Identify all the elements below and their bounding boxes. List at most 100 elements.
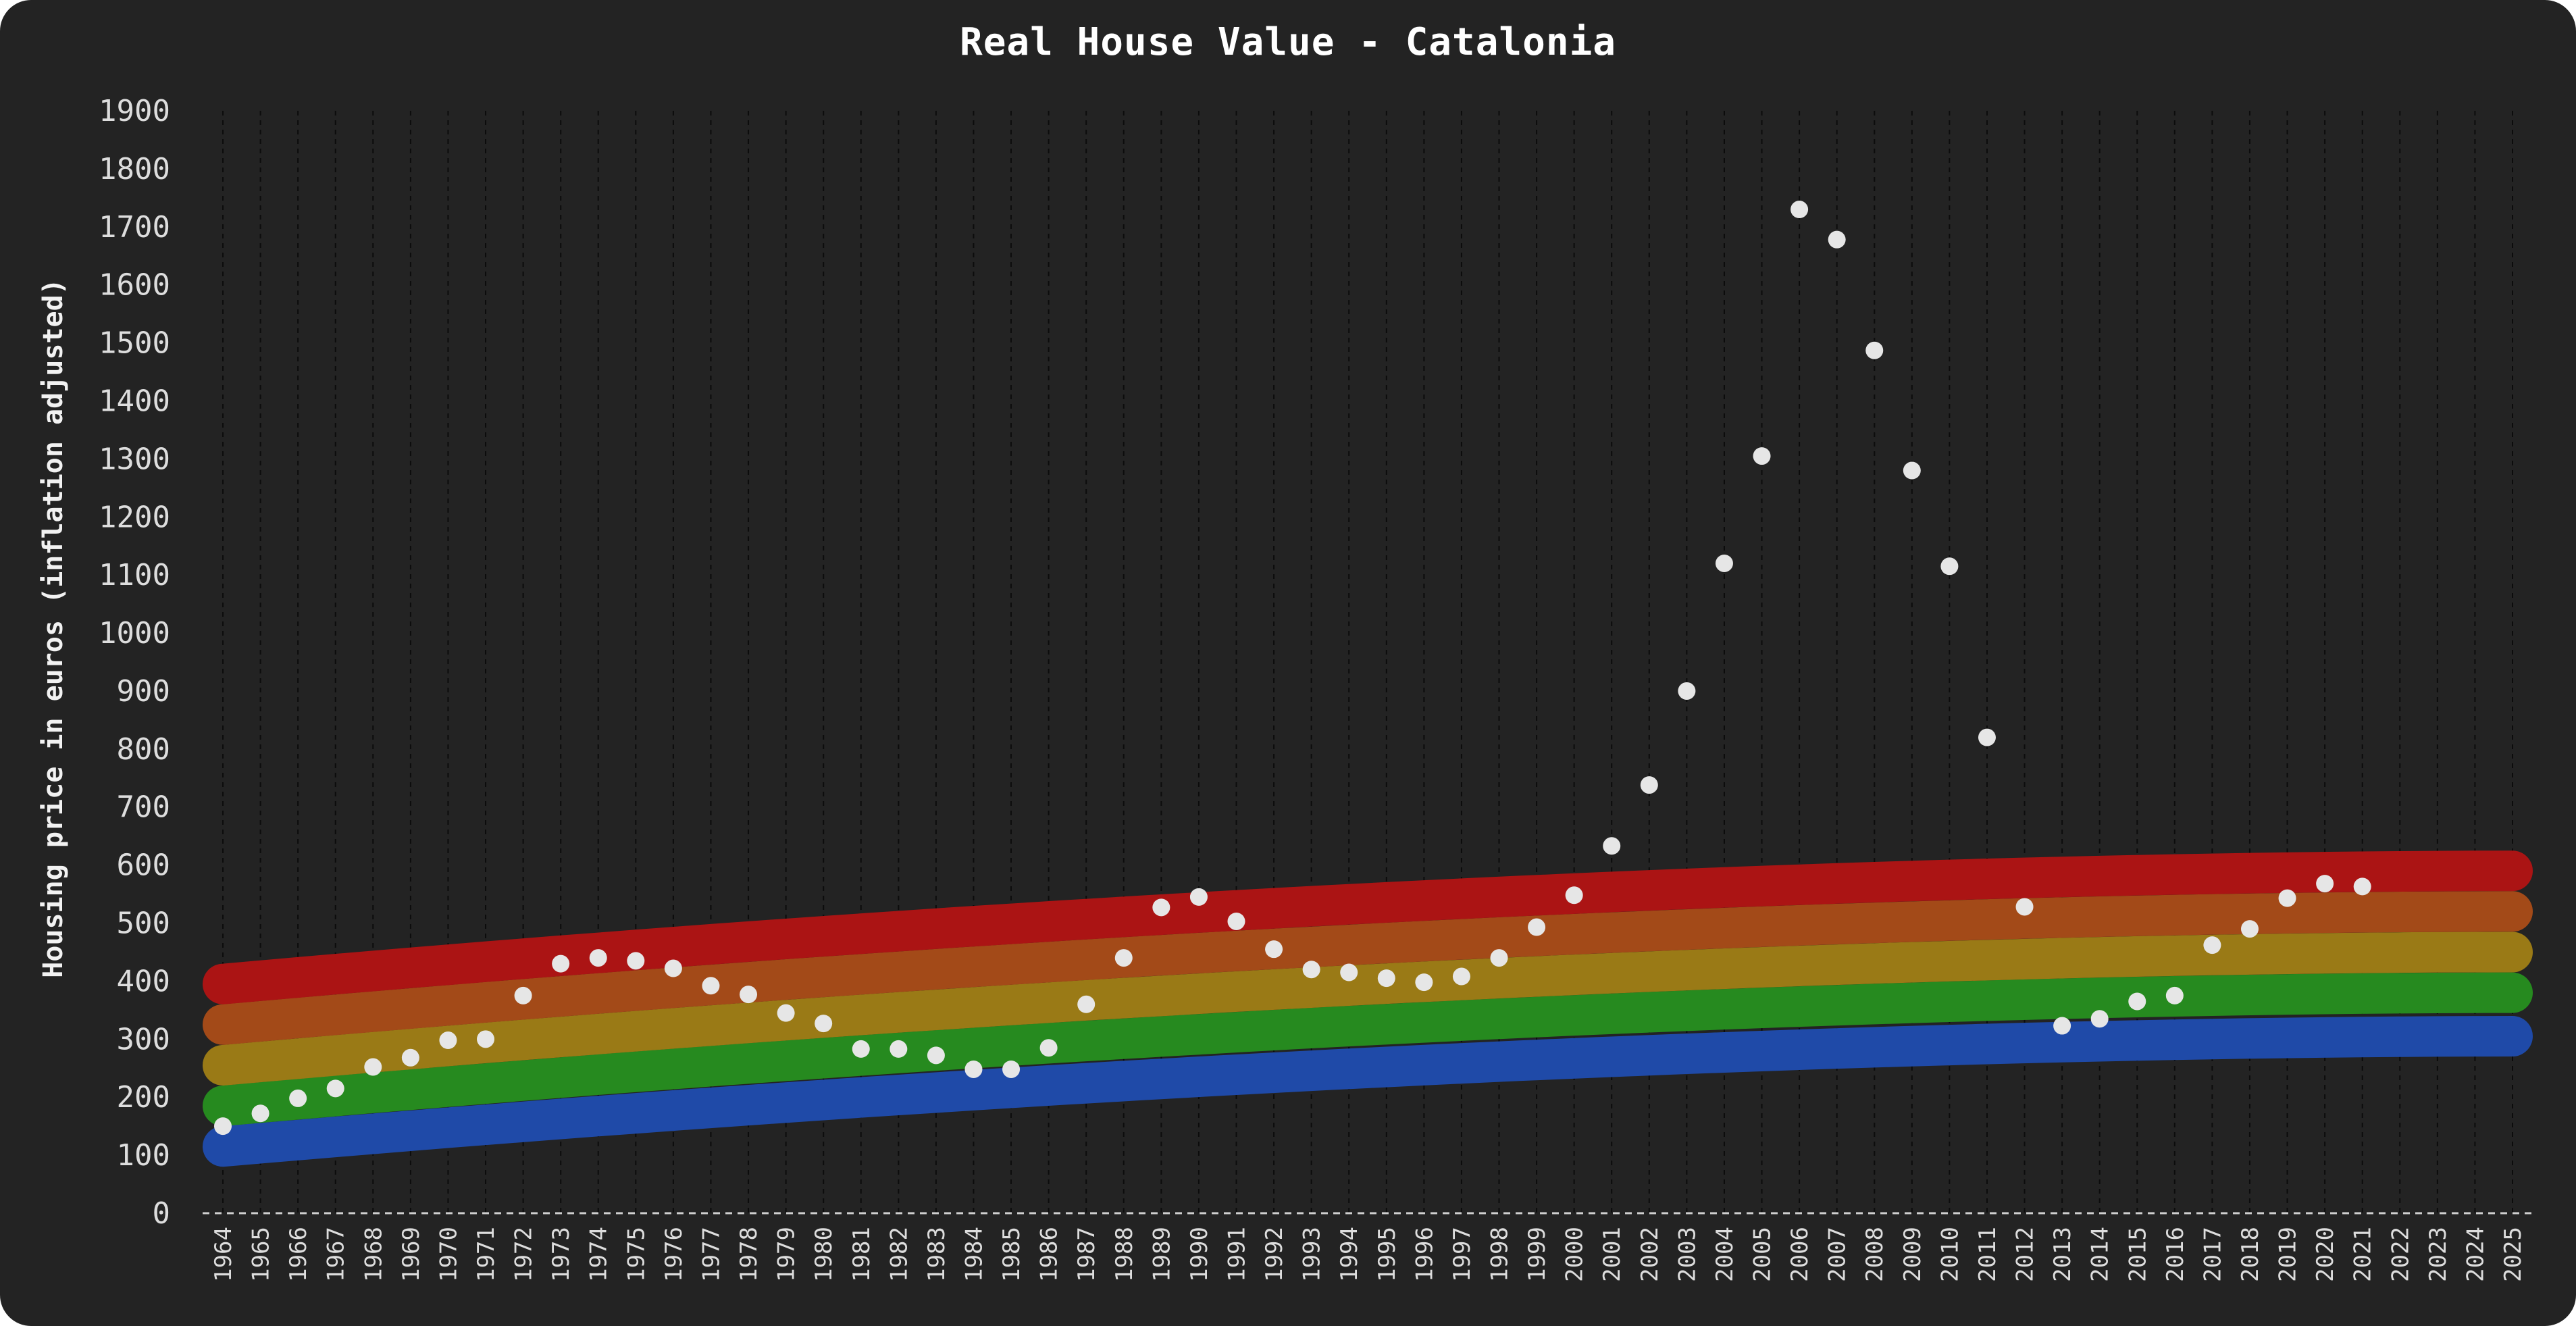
x-tick-1984: 1984 <box>960 1227 987 1282</box>
x-tick-2016: 2016 <box>2162 1227 2189 1282</box>
y-tick-1600: 1600 <box>99 268 170 303</box>
x-tick-1976: 1976 <box>661 1227 688 1282</box>
x-tick-2025: 2025 <box>2500 1227 2527 1282</box>
x-tick-1986: 1986 <box>1036 1227 1063 1282</box>
point-1996 <box>1415 973 1433 992</box>
x-tick-1964: 1964 <box>210 1227 237 1282</box>
x-tick-1988: 1988 <box>1111 1227 1138 1282</box>
point-1967 <box>326 1079 344 1098</box>
point-2001 <box>1603 837 1621 855</box>
point-1984 <box>964 1060 983 1078</box>
band-0 <box>203 1016 2533 1167</box>
y-tick-0: 0 <box>153 1196 171 1231</box>
x-tick-2005: 2005 <box>1749 1227 1776 1282</box>
x-tick-1970: 1970 <box>435 1227 462 1282</box>
y-tick-1800: 1800 <box>99 152 170 186</box>
y-axis-ticks: 0 100 200 300 400 500 600 700 800 900 1000 1100 1200… <box>99 94 170 1231</box>
x-tick-1995: 1995 <box>1374 1227 1401 1282</box>
x-tick-1974: 1974 <box>586 1227 613 1282</box>
point-1970 <box>439 1031 457 1050</box>
x-tick-1997: 1997 <box>1449 1227 1476 1282</box>
x-tick-2024: 2024 <box>2462 1227 2489 1282</box>
y-tick-900: 900 <box>117 674 170 709</box>
point-1991 <box>1227 912 1245 930</box>
x-tick-2007: 2007 <box>1824 1227 1851 1282</box>
y-tick-1100: 1100 <box>99 558 170 592</box>
chart-title: Real House Value - Catalonia <box>959 20 1616 64</box>
x-tick-1992: 1992 <box>1261 1227 1288 1282</box>
x-tick-2009: 2009 <box>1899 1227 1926 1282</box>
point-1992 <box>1265 940 1283 959</box>
x-tick-1994: 1994 <box>1336 1227 1363 1282</box>
point-1965 <box>251 1104 269 1123</box>
x-tick-1993: 1993 <box>1299 1227 1326 1282</box>
x-tick-1985: 1985 <box>998 1227 1025 1282</box>
point-2014 <box>2090 1010 2109 1028</box>
x-tick-1971: 1971 <box>473 1227 500 1282</box>
x-tick-2003: 2003 <box>1674 1227 1701 1282</box>
point-2010 <box>1940 557 1959 576</box>
x-tick-2008: 2008 <box>1861 1227 1888 1282</box>
x-tick-2020: 2020 <box>2312 1227 2339 1282</box>
y-tick-100: 100 <box>117 1138 170 1173</box>
band-3 <box>203 891 2533 1045</box>
point-2015 <box>2128 992 2146 1011</box>
x-tick-1980: 1980 <box>810 1227 838 1282</box>
point-1973 <box>552 954 570 973</box>
x-tick-1982: 1982 <box>885 1227 912 1282</box>
point-1974 <box>589 949 607 967</box>
point-1972 <box>514 986 532 1004</box>
x-tick-1991: 1991 <box>1223 1227 1250 1282</box>
x-tick-1979: 1979 <box>773 1227 800 1282</box>
x-tick-1969: 1969 <box>398 1227 425 1282</box>
x-tick-1972: 1972 <box>511 1227 538 1282</box>
y-tick-200: 200 <box>117 1080 170 1115</box>
point-1981 <box>852 1040 870 1058</box>
point-2011 <box>1978 728 1996 746</box>
point-2005 <box>1753 447 1771 465</box>
y-tick-600: 600 <box>117 848 170 883</box>
x-tick-2018: 2018 <box>2237 1227 2264 1282</box>
point-1986 <box>1039 1039 1058 1057</box>
point-2016 <box>2165 986 2184 1004</box>
point-2008 <box>1865 341 1884 359</box>
point-2007 <box>1828 230 1846 249</box>
x-tick-2006: 2006 <box>1786 1227 1813 1282</box>
point-2006 <box>1791 201 1809 219</box>
point-2020 <box>2316 875 2334 893</box>
point-2012 <box>2015 898 2034 916</box>
x-axis-ticks: 1964 1965 1966 1967 1968 1969 1970 1971 1972 1973… <box>210 1227 2527 1282</box>
point-1971 <box>477 1030 495 1048</box>
x-tick-2015: 2015 <box>2124 1227 2151 1282</box>
x-tick-1987: 1987 <box>1073 1227 1100 1282</box>
x-tick-2021: 2021 <box>2350 1227 2377 1282</box>
x-tick-2004: 2004 <box>1711 1227 1738 1282</box>
point-1979 <box>777 1004 795 1022</box>
point-2018 <box>2240 920 2259 938</box>
point-1999 <box>1528 918 1546 936</box>
x-tick-2019: 2019 <box>2275 1227 2302 1282</box>
x-tick-1975: 1975 <box>623 1227 650 1282</box>
x-tick-1990: 1990 <box>1186 1227 1213 1282</box>
point-1966 <box>289 1089 307 1107</box>
point-2017 <box>2203 936 2221 954</box>
x-tick-1968: 1968 <box>360 1227 387 1282</box>
point-1969 <box>401 1048 419 1067</box>
point-2002 <box>1640 776 1658 794</box>
point-1982 <box>890 1040 908 1058</box>
x-tick-2011: 2011 <box>1974 1227 2001 1282</box>
point-1975 <box>627 952 645 970</box>
x-tick-1981: 1981 <box>848 1227 875 1282</box>
x-tick-1965: 1965 <box>248 1227 275 1282</box>
point-1988 <box>1114 949 1133 967</box>
y-tick-1500: 1500 <box>99 326 170 361</box>
y-tick-400: 400 <box>117 964 170 998</box>
x-tick-1973: 1973 <box>548 1227 575 1282</box>
x-tick-2010: 2010 <box>1936 1227 1963 1282</box>
point-2021 <box>2353 877 2371 896</box>
y-tick-1300: 1300 <box>99 442 170 476</box>
color-bands <box>203 850 2533 1167</box>
x-tick-1983: 1983 <box>923 1227 950 1282</box>
y-tick-1900: 1900 <box>99 94 170 128</box>
